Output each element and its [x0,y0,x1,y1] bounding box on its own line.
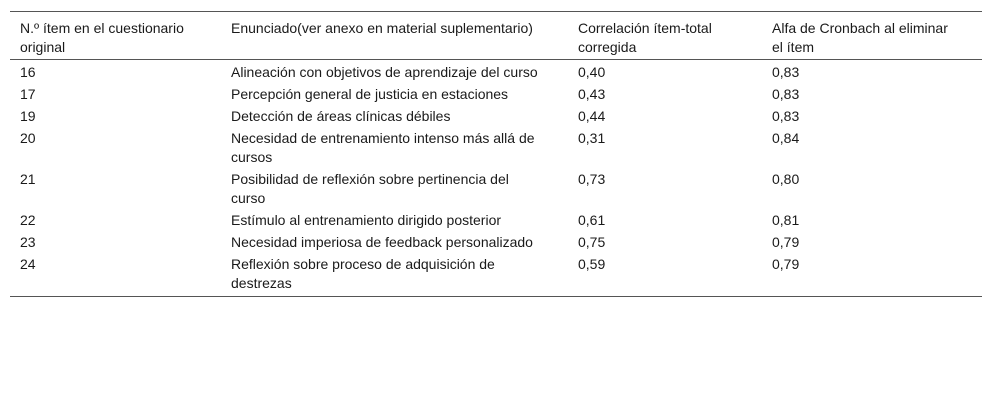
cell-statement: Necesidad de entrenamiento intenso más a… [231,126,578,167]
cell-statement-text: Posibilidad de reflexión sobre pertinenc… [231,171,509,206]
cell-correlation: 0,59 [578,252,772,297]
table-row: 19 Detección de áreas clínicas débiles 0… [10,104,982,126]
header-item-total-correlation: Correlación ítem-total corregida [578,11,772,60]
cell-statement: Percepción general de justicia en estaci… [231,82,578,104]
cell-alpha: 0,79 [772,252,982,297]
cell-alpha: 0,83 [772,60,982,83]
table-row: 22 Estímulo al entrenamiento dirigido po… [10,208,982,230]
cell-correlation-text: 0,61 [578,212,606,228]
cell-statement-text: Detección de áreas clínicas débiles [231,108,451,124]
table-row: 20 Necesidad de entrenamiento intenso má… [10,126,982,167]
cell-correlation-text: 0,73 [578,171,606,187]
cell-alpha: 0,83 [772,104,982,126]
cell-alpha-text: 0,83 [772,64,800,80]
header-item-number: N.º ítem en el cuestionario original [10,11,231,60]
cell-alpha: 0,80 [772,167,982,208]
cell-item-number: 24 [10,252,231,297]
cell-item-number: 19 [10,104,231,126]
cell-alpha-text: 0,83 [772,108,800,124]
item-analysis-table: N.º ítem en el cuestionario original Enu… [10,11,982,297]
cell-item-number: 17 [10,82,231,104]
table-row: 21 Posibilidad de reflexión sobre pertin… [10,167,982,208]
cell-item-number-text: 24 [20,256,36,272]
cell-correlation: 0,40 [578,60,772,83]
cell-correlation-text: 0,75 [578,234,606,250]
cell-alpha: 0,81 [772,208,982,230]
cell-alpha-text: 0,84 [772,130,800,146]
cell-correlation-text: 0,43 [578,86,606,102]
cell-alpha: 0,84 [772,126,982,167]
cell-correlation: 0,43 [578,82,772,104]
header-item-total-correlation-label: Correlación ítem-total corregida [578,20,712,55]
cell-item-number-text: 23 [20,234,36,250]
cell-statement-text: Necesidad de entrenamiento intenso más a… [231,130,535,165]
cell-item-number: 23 [10,230,231,252]
cell-item-number: 21 [10,167,231,208]
cell-item-number-text: 19 [20,108,36,124]
header-cronbach-alpha: Alfa de Cronbach al eliminar el ítem [772,11,982,60]
cell-alpha-text: 0,79 [772,256,800,272]
cell-statement-text: Estímulo al entrenamiento dirigido poste… [231,212,502,228]
cell-correlation-text: 0,59 [578,256,606,272]
cell-item-number-text: 21 [20,171,36,187]
cell-correlation: 0,61 [578,208,772,230]
cell-alpha: 0,79 [772,230,982,252]
cell-statement: Reflexión sobre proceso de adquisición d… [231,252,578,297]
header-statement-label: Enunciado(ver anexo en material suplemen… [231,20,533,36]
cell-statement-text: Alineación con objetivos de aprendizaje … [231,64,538,80]
header-statement: Enunciado(ver anexo en material suplemen… [231,11,578,60]
header-cronbach-alpha-label: Alfa de Cronbach al eliminar el ítem [772,20,948,55]
cell-alpha-text: 0,79 [772,234,800,250]
table-row: 17 Percepción general de justicia en est… [10,82,982,104]
cell-alpha-text: 0,80 [772,171,800,187]
cell-alpha-text: 0,81 [772,212,800,228]
cell-statement: Necesidad imperiosa de feedback personal… [231,230,578,252]
cell-statement: Posibilidad de reflexión sobre pertinenc… [231,167,578,208]
cell-item-number-text: 17 [20,86,36,102]
cell-item-number: 16 [10,60,231,83]
cell-correlation: 0,44 [578,104,772,126]
cell-correlation-text: 0,31 [578,130,606,146]
cell-item-number: 22 [10,208,231,230]
cell-correlation-text: 0,44 [578,108,606,124]
table-header: N.º ítem en el cuestionario original Enu… [10,11,982,60]
cell-statement: Estímulo al entrenamiento dirigido poste… [231,208,578,230]
cell-alpha: 0,83 [772,82,982,104]
cell-statement-text: Reflexión sobre proceso de adquisición d… [231,256,495,291]
cell-correlation: 0,73 [578,167,772,208]
table-row: 16 Alineación con objetivos de aprendiza… [10,60,982,83]
header-item-number-label: N.º ítem en el cuestionario original [20,20,184,55]
cell-statement-text: Percepción general de justicia en estaci… [231,86,509,102]
cell-statement: Detección de áreas clínicas débiles [231,104,578,126]
cell-item-number-text: 16 [20,64,36,80]
cell-item-number: 20 [10,126,231,167]
cell-alpha-text: 0,83 [772,86,800,102]
table-row: 23 Necesidad imperiosa de feedback perso… [10,230,982,252]
table-body: 16 Alineación con objetivos de aprendiza… [10,60,982,297]
table-row: 24 Reflexión sobre proceso de adquisició… [10,252,982,297]
cell-statement-text: Necesidad imperiosa de feedback personal… [231,234,533,250]
cell-item-number-text: 22 [20,212,36,228]
cell-statement: Alineación con objetivos de aprendizaje … [231,60,578,83]
cell-item-number-text: 20 [20,130,36,146]
cell-correlation: 0,31 [578,126,772,167]
cell-correlation: 0,75 [578,230,772,252]
item-analysis-table-container: N.º ítem en el cuestionario original Enu… [10,11,982,297]
cell-correlation-text: 0,40 [578,64,606,80]
header-row: N.º ítem en el cuestionario original Enu… [10,11,982,60]
